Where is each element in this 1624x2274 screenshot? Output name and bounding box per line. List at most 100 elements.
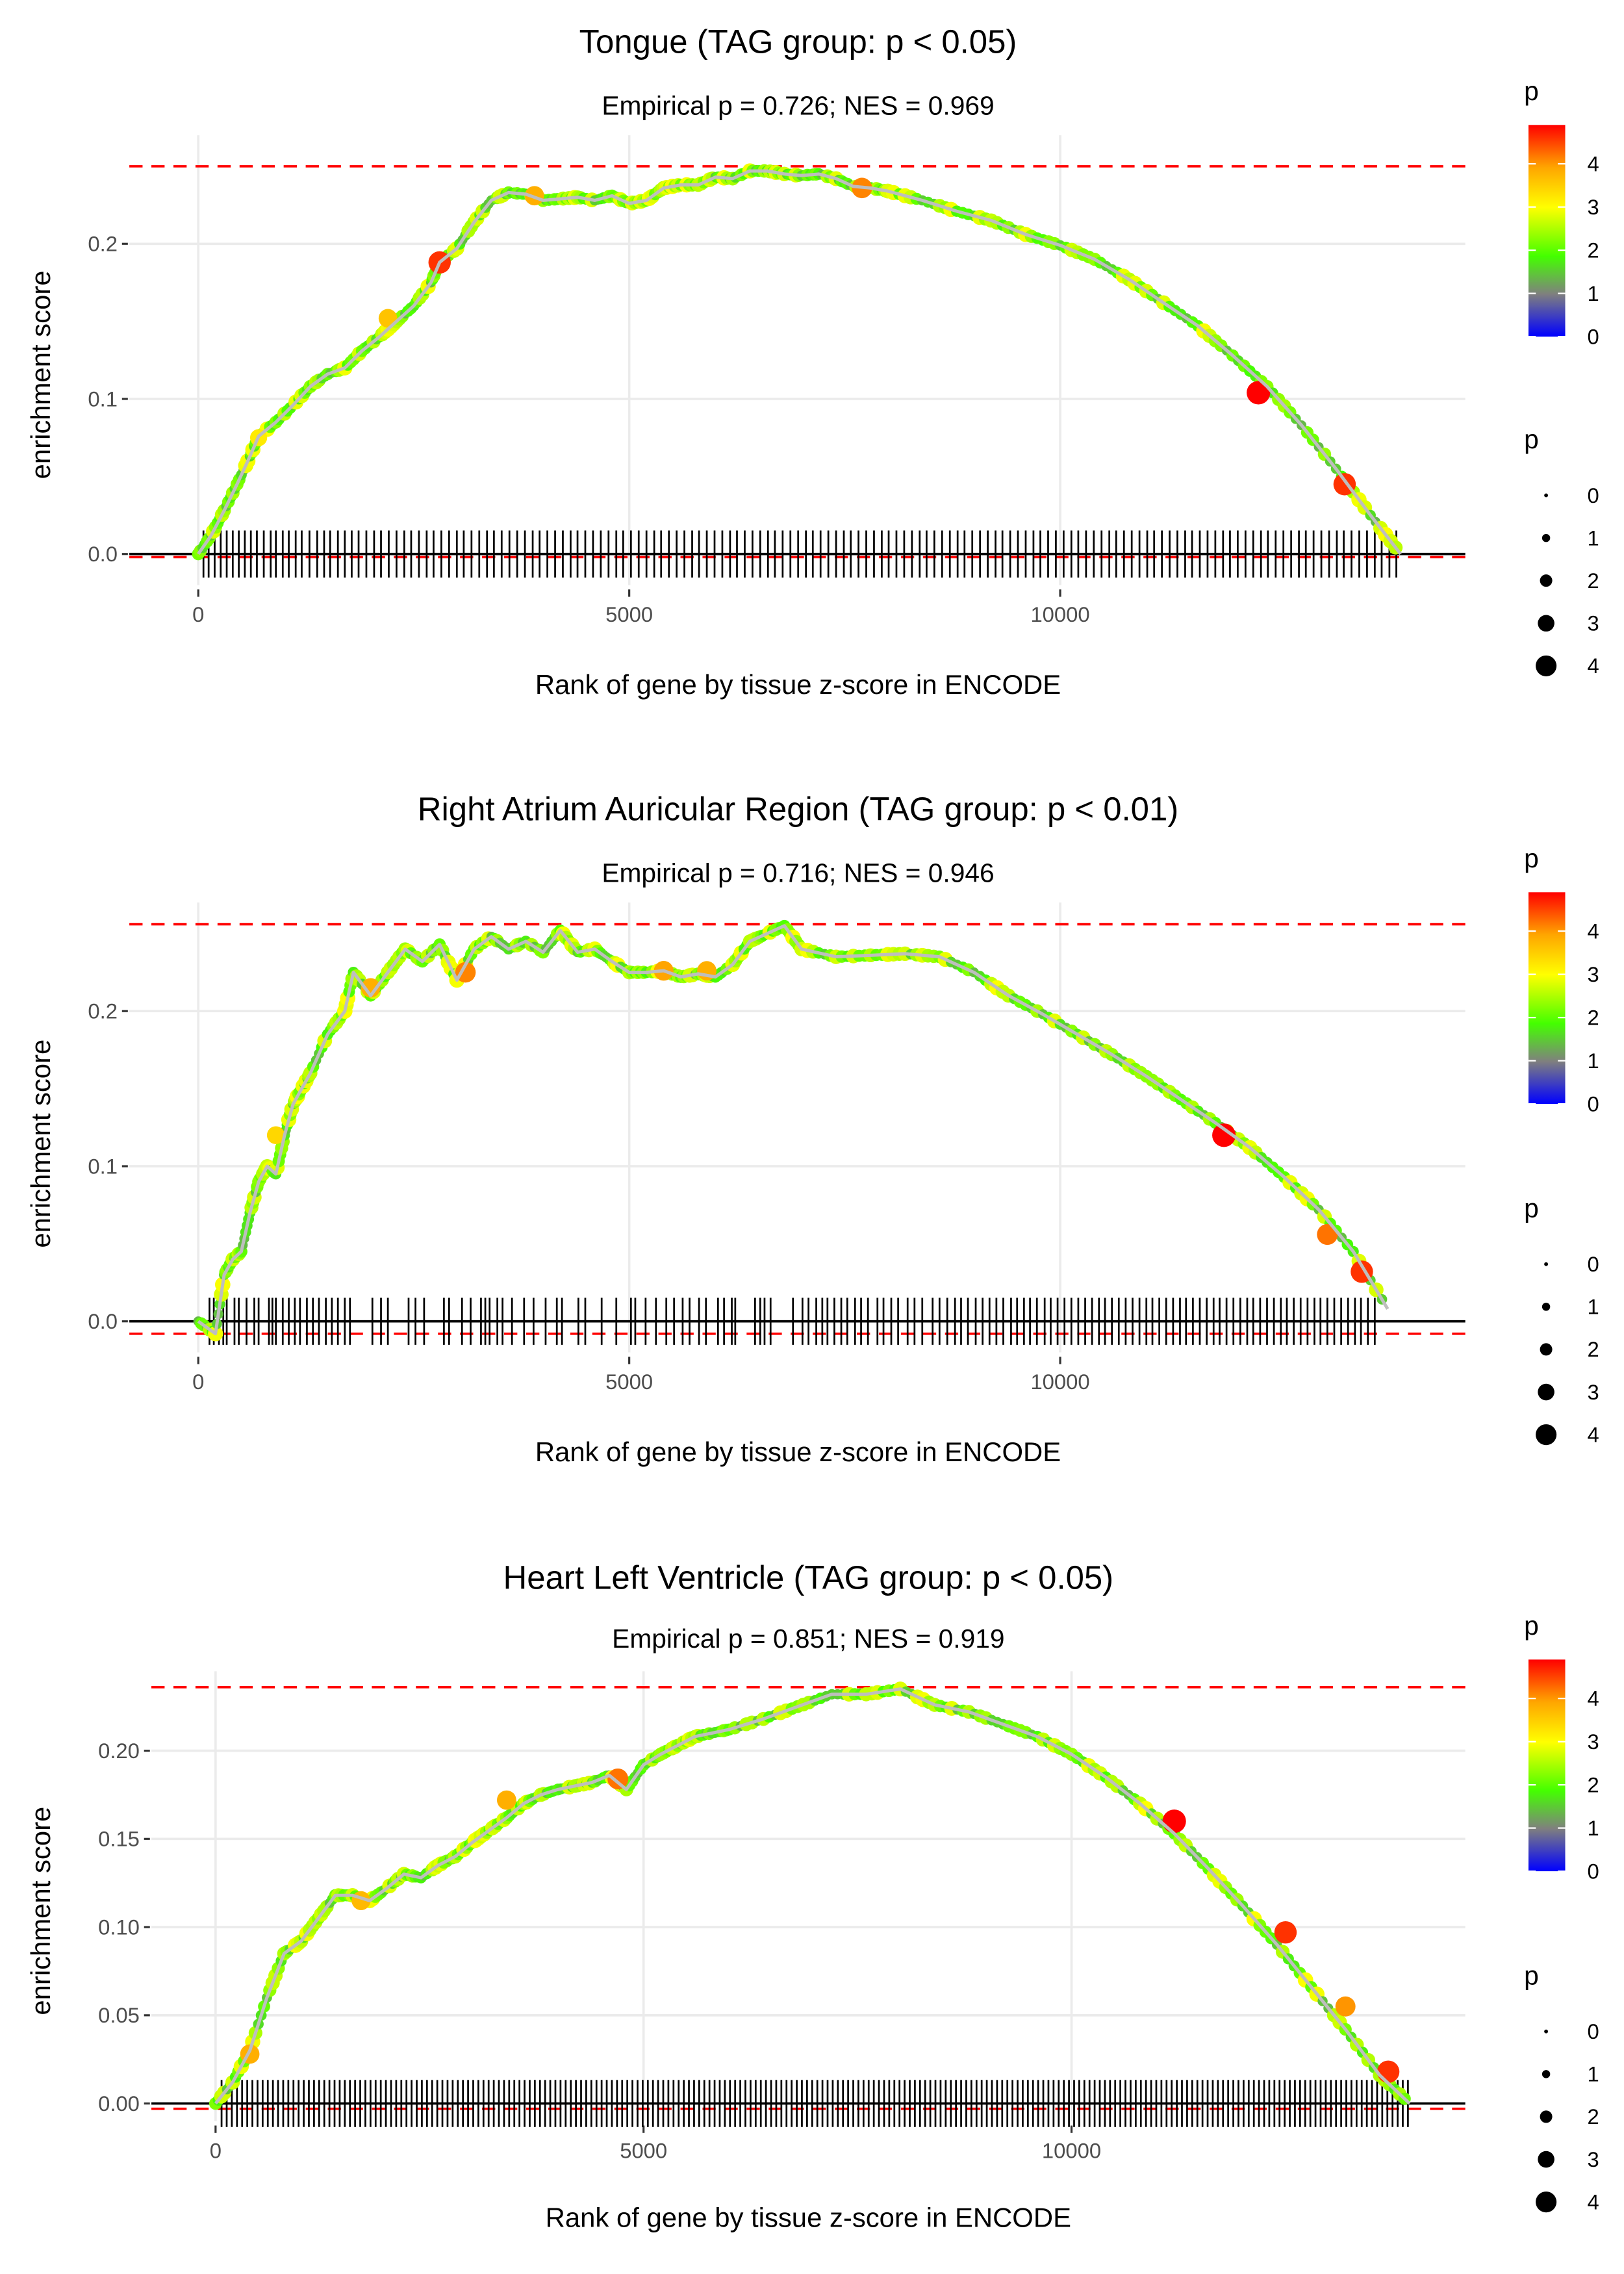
panel-subtitle: Empirical p = 0.726; NES = 0.969 <box>602 90 994 120</box>
size-key-dot <box>1536 2191 1557 2213</box>
colorbar-label: 3 <box>1587 962 1599 986</box>
size-legend: p 0 1 2 3 4 <box>1524 424 1599 678</box>
color-legend: p 4 3 2 1 0 <box>1524 1611 1599 1884</box>
size-key-label: 2 <box>1587 568 1599 593</box>
x-axis-title: Rank of gene by tissue z-score in ENCODE <box>546 2203 1071 2233</box>
y-tick-label: 0.2 <box>88 232 118 256</box>
colorbar <box>1528 892 1566 1105</box>
x-tick-label: 10000 <box>1030 1370 1089 1394</box>
x-tick-label: 0 <box>210 2138 222 2162</box>
es-highlight-point <box>361 978 381 998</box>
y-tick-label: 0.00 <box>98 2091 140 2115</box>
es-highlight-point <box>455 962 476 983</box>
size-key-dot <box>1540 1343 1553 1356</box>
panel-tongue: Tongue (TAG group: p < 0.05) Empirical p… <box>25 23 1599 699</box>
x-axis-title: Rank of gene by tissue z-score in ENCODE <box>535 669 1061 700</box>
y-axis-title: enrichment score <box>25 1807 56 2015</box>
colorbar-label: 0 <box>1587 324 1599 348</box>
es-highlight-point <box>1335 1996 1356 2017</box>
x-tick-label: 10000 <box>1030 602 1089 626</box>
colorbar-label: 2 <box>1587 1772 1599 1796</box>
colorbar-label: 4 <box>1587 1686 1599 1710</box>
size-key-label: 0 <box>1587 1252 1599 1276</box>
size-key-dot <box>1544 493 1549 498</box>
colorbar-label: 2 <box>1587 238 1599 262</box>
panel-right-atrium: Right Atrium Auricular Region (TAG group… <box>25 790 1599 1466</box>
colorbar-label: 1 <box>1587 1049 1599 1073</box>
es-highlight-point <box>1212 1123 1236 1147</box>
colorbar-label: 3 <box>1587 1730 1599 1754</box>
size-legend: p 0 1 2 3 4 <box>1524 1960 1599 2214</box>
y-tick-label: 0.10 <box>98 1915 140 1939</box>
plot-area: 0.0 0.1 0.2 0 5000 10000 <box>88 135 1465 626</box>
color-legend-title: p <box>1524 76 1539 106</box>
es-highlight-point <box>266 1126 285 1144</box>
colorbar-label: 0 <box>1587 1859 1599 1883</box>
size-key-label: 2 <box>1587 1337 1599 1361</box>
panel-subtitle: Empirical p = 0.716; NES = 0.946 <box>602 858 994 888</box>
x-tick-label: 0 <box>192 602 204 626</box>
size-key-dot <box>1538 1383 1554 1401</box>
size-key-dot <box>1536 655 1557 676</box>
size-key-label: 4 <box>1587 654 1599 678</box>
color-legend-title: p <box>1524 1611 1539 1641</box>
colorbar-label: 3 <box>1587 195 1599 219</box>
x-axis-title: Rank of gene by tissue z-score in ENCODE <box>535 1437 1061 1467</box>
size-key-dot <box>1542 1303 1551 1311</box>
size-legend-title: p <box>1524 1193 1539 1223</box>
panel-heart-left-ventricle: Heart Left Ventricle (TAG group: p < 0.0… <box>25 1559 1599 2233</box>
es-highlight-point <box>496 1790 516 1810</box>
size-key-label: 4 <box>1587 1422 1599 1446</box>
colorbar-label: 2 <box>1587 1005 1599 1029</box>
size-legend-title: p <box>1524 424 1539 454</box>
x-tick-label: 0 <box>192 1370 204 1394</box>
color-legend: p 4 3 2 1 0 <box>1524 843 1599 1116</box>
colorbar <box>1528 125 1566 337</box>
es-highlight-point <box>1377 2060 1400 2083</box>
size-key-dot <box>1540 2110 1553 2123</box>
panel-subtitle: Empirical p = 0.851; NES = 0.919 <box>612 1624 1004 1654</box>
x-tick-label: 10000 <box>1042 2138 1101 2162</box>
size-key-label: 1 <box>1587 1295 1599 1319</box>
color-legend: p 4 3 2 1 0 <box>1524 76 1599 349</box>
es-highlight-point <box>607 1768 629 1790</box>
size-key-dot <box>1538 615 1554 632</box>
size-key-label: 1 <box>1587 526 1599 550</box>
y-tick-label: 0.20 <box>98 1739 140 1763</box>
es-highlight-point <box>1162 1809 1186 1833</box>
running-es-line <box>197 169 1402 556</box>
size-key-dot <box>1536 1424 1557 1446</box>
y-tick-label: 0.2 <box>88 999 118 1023</box>
es-highlight-point <box>1274 1921 1297 1944</box>
size-legend-title: p <box>1524 1960 1539 1990</box>
x-tick-label: 5000 <box>605 1370 653 1394</box>
es-highlight-point <box>1317 1223 1338 1246</box>
color-legend-title: p <box>1524 843 1539 873</box>
x-tick-label: 5000 <box>605 602 653 626</box>
size-key-label: 3 <box>1587 1380 1599 1404</box>
colorbar-label: 4 <box>1587 919 1599 943</box>
colorbar-label: 4 <box>1587 151 1599 175</box>
size-key-dot <box>1544 2029 1549 2034</box>
es-highlight-point <box>1247 381 1271 405</box>
running-es-line <box>214 1687 1411 2105</box>
colorbar-label: 1 <box>1587 1816 1599 1840</box>
size-legend: p 0 1 2 3 4 <box>1524 1193 1599 1446</box>
size-key-label: 3 <box>1587 2147 1599 2171</box>
y-tick-label: 0.15 <box>98 1827 140 1851</box>
size-key-label: 1 <box>1587 2062 1599 2086</box>
colorbar-label: 1 <box>1587 281 1599 305</box>
size-key-dot <box>1544 1262 1549 1266</box>
y-axis-title: enrichment score <box>25 1040 56 1248</box>
plot-area: 0.00 0.05 0.10 0.15 0.20 0 5000 10000 <box>98 1671 1465 2162</box>
size-key-label: 3 <box>1587 611 1599 635</box>
size-key-label: 0 <box>1587 483 1599 507</box>
size-key-dot <box>1542 2070 1551 2078</box>
panel-title: Right Atrium Auricular Region (TAG group… <box>418 790 1179 827</box>
x-tick-label: 5000 <box>620 2138 667 2162</box>
colorbar <box>1528 1659 1566 1872</box>
y-tick-label: 0.1 <box>88 1154 118 1178</box>
size-key-label: 4 <box>1587 2190 1599 2214</box>
y-tick-label: 0.0 <box>88 1309 118 1333</box>
